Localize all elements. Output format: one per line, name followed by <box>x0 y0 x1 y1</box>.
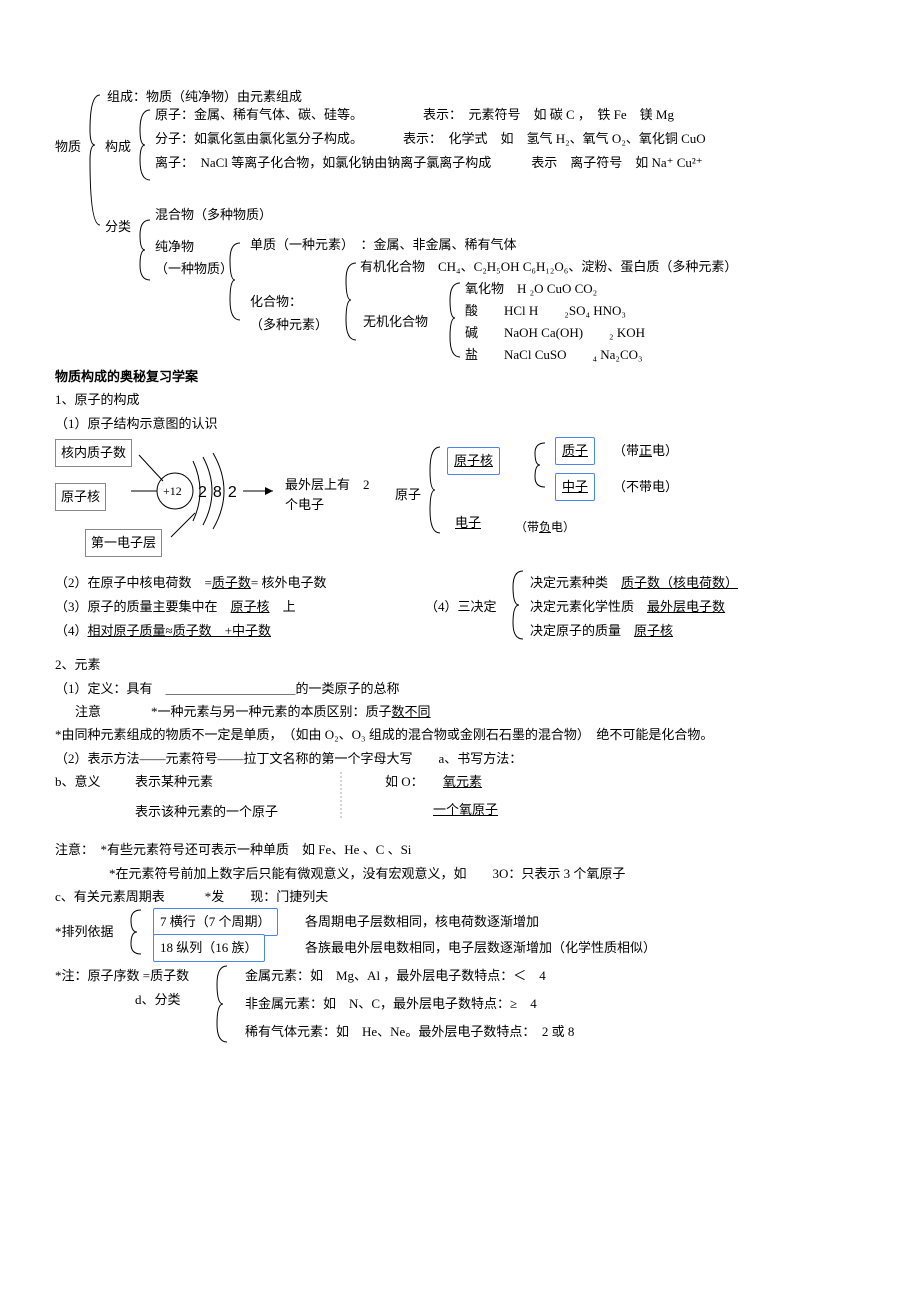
col18: 18 纵列（16 族） <box>153 934 265 961</box>
label-nucleus: 原子核 <box>55 483 106 510</box>
s2-note: 注意*一种元素与另一种元素的本质区别：质子数不同 <box>55 700 865 723</box>
proton-emb: 质子 <box>555 437 595 464</box>
cls-brace <box>211 962 241 1048</box>
atom-diagram-row: 核内质子数 原子核 第一电子层 +12 282 最外层上有 2 个电子 原子 原… <box>55 435 865 565</box>
s1-block2: （2）在原子中核电荷数 =质子数= 核外电子数 （3）原子的质量主要集中在 原子… <box>55 571 865 653</box>
neutron-emb: 中子 <box>555 473 595 500</box>
nonmetal-line: 非金属元素：如 N、C，最外层电子数特点：≥ 4 <box>245 992 537 1015</box>
constitute-label: 构成 <box>105 135 131 158</box>
nucleus-emb: 原子核 <box>447 447 500 474</box>
tri-label: （4）三决定 <box>425 595 497 618</box>
s1-p3: （3）原子的质量主要集中在 原子核 上 <box>55 595 296 618</box>
row7-r: 各周期电子层数相同，核电荷数逐渐增加 <box>305 910 539 933</box>
s2-def: （1）定义：具有 ＿＿＿＿＿＿＿＿＿＿的一类原子的总称 <box>55 677 865 700</box>
s1-p1: （1）原子结构示意图的认识 <box>55 412 865 435</box>
compound-label: 化合物： <box>250 290 302 313</box>
pld-label: *排列依据 <box>55 920 114 943</box>
atom-label: 原子 <box>395 483 421 506</box>
electron-right: （带负电） <box>515 517 575 539</box>
row7: 7 横行（7 个周期） <box>153 908 278 935</box>
periodic-layout: *排列依据 7 横行（7 个周期） 各周期电子层数相同，核电荷数逐渐增加 18 … <box>55 908 865 960</box>
metal-line: 金属元素：如 Mg、Al ，最外层电子数特点：＜ 4 <box>245 964 546 987</box>
organic: 有机化合物 CH₄、C₂H₅OH C₆H₁₂O₆、淀粉、蛋白质（多种元素） <box>360 255 737 278</box>
pld-brace <box>125 908 151 958</box>
acid-line: 酸 HCl H ₂SO₄ HNO₃ <box>465 299 626 322</box>
electron-line: 电子 <box>447 511 489 534</box>
simple-substance: 单质（一种元素） ：金属、非金属、稀有气体 <box>250 233 517 256</box>
b-mean-label: b、意义 <box>55 770 101 793</box>
d-cls-label: d、分类 <box>135 988 181 1011</box>
tri2: 决定元素化学性质 最外层电子数 <box>530 595 725 618</box>
s2-meaning-block: b、意义 表示某种元素 表示该种元素的一个原子 如 O： 氧元素 一个氧原子 <box>55 770 865 830</box>
s2-note3: *在元素符号前加上数字后只能有微观意义，没有宏观意义，如 3O：只表示 3 个氧… <box>55 862 865 885</box>
noble-line: 稀有气体元素：如 He、Ne。最外层电子数特点： 2 或 8 <box>245 1020 574 1043</box>
s1-p2: （2）在原子中核电荷数 =质子数= 核外电子数 <box>55 571 326 594</box>
col18-r: 各族最电外层电数相同，电子层数逐渐增加（化学性质相似） <box>305 936 656 959</box>
matter-hierarchy: 物质 组成：物质（纯净物）由元素组成 构成 原子：金属、稀有气体、碳、硅等。表示… <box>55 85 865 365</box>
nucleus-charge: +12 <box>163 481 182 503</box>
pure-line2: （一种物质） <box>155 257 233 280</box>
base-line: 碱 NaOH Ca(OH) ₂ KOH <box>465 321 645 344</box>
section1-heading: 1、原子的构成 <box>55 388 865 411</box>
o2: 一个氧原子 <box>425 798 506 821</box>
o-eg: 如 O： <box>385 770 424 793</box>
s2-star1: *由同种元素组成的物质不一定是单质， （如由 O₂、O₃ 组成的混合物或金刚石石… <box>55 723 865 746</box>
salt-line: 盐 NaCl CuSO ₄ Na₂CO₃ <box>465 343 643 366</box>
section2-heading: 2、元素 <box>55 653 865 676</box>
oxide-line: 氧化物 H ₂O CuO CO₂ <box>465 277 597 300</box>
tri3: 决定原子的质量 原子核 <box>530 619 673 642</box>
mean2: 表示该种元素的一个原子 <box>135 800 278 823</box>
ion-line: 离子： NaCl 等离子化合物，如氯化钠由钠离子氯离子构成表示 离子符号 如 N… <box>155 151 703 174</box>
label-protons: 核内质子数 <box>55 439 132 466</box>
document-page: 物质 组成：物质（纯净物）由元素组成 构成 原子：金属、稀有气体、碳、硅等。表示… <box>0 0 920 1092</box>
neutron-right: （不带电） <box>613 475 678 498</box>
znote: *注：原子序数 =质子数 <box>55 964 189 987</box>
root-label: 物质 <box>55 135 81 158</box>
outer-shell-text2: 个电子 <box>285 493 324 516</box>
element-classify: *注：原子序数 =质子数 d、分类 金属元素：如 Mg、Al ，最外层电子数特点… <box>55 964 865 1052</box>
pure-line: 纯净物 <box>155 235 194 258</box>
classify-label: 分类 <box>105 215 131 238</box>
tri1: 决定元素种类 质子数（核电荷数） <box>530 571 738 594</box>
inorganic-label: 无机化合物 <box>363 310 428 333</box>
doc-title: 物质构成的奥秘复习学案 <box>55 365 865 388</box>
s1-p4: （4）相对原子质量≈质子数 +中子数 <box>55 619 271 642</box>
atom-line: 原子：金属、稀有气体、碳、硅等。表示： 元素符号 如 碳 C ， 铁 Fe 镁 … <box>155 103 674 126</box>
mixture-line: 混合物（多种物质） <box>155 203 272 226</box>
s2-note2: 注意： *有些元素符号还可表示一种单质 如 Fe、He 、C 、Si <box>55 838 865 861</box>
mean1: 表示某种元素 <box>135 770 213 793</box>
o-brace <box>363 768 389 824</box>
s2-c-pt: c、有关元素周期表*发 现：门捷列夫 <box>55 885 865 908</box>
o1: 氧元素 <box>435 770 490 793</box>
s2-rep: （2）表示方法——元素符号——拉丁文名称的第一个字母大写 a、书写方法： <box>55 747 865 770</box>
molecule-line: 分子：如氯化氢由氯化氢分子构成。表示： 化学式 如 氢气 H₂、氧气 O₂、氧化… <box>155 127 706 150</box>
proton-right: （带正电） <box>613 439 678 462</box>
shell-numbers: 282 <box>198 479 243 508</box>
compound-label2: （多种元素） <box>250 313 328 336</box>
